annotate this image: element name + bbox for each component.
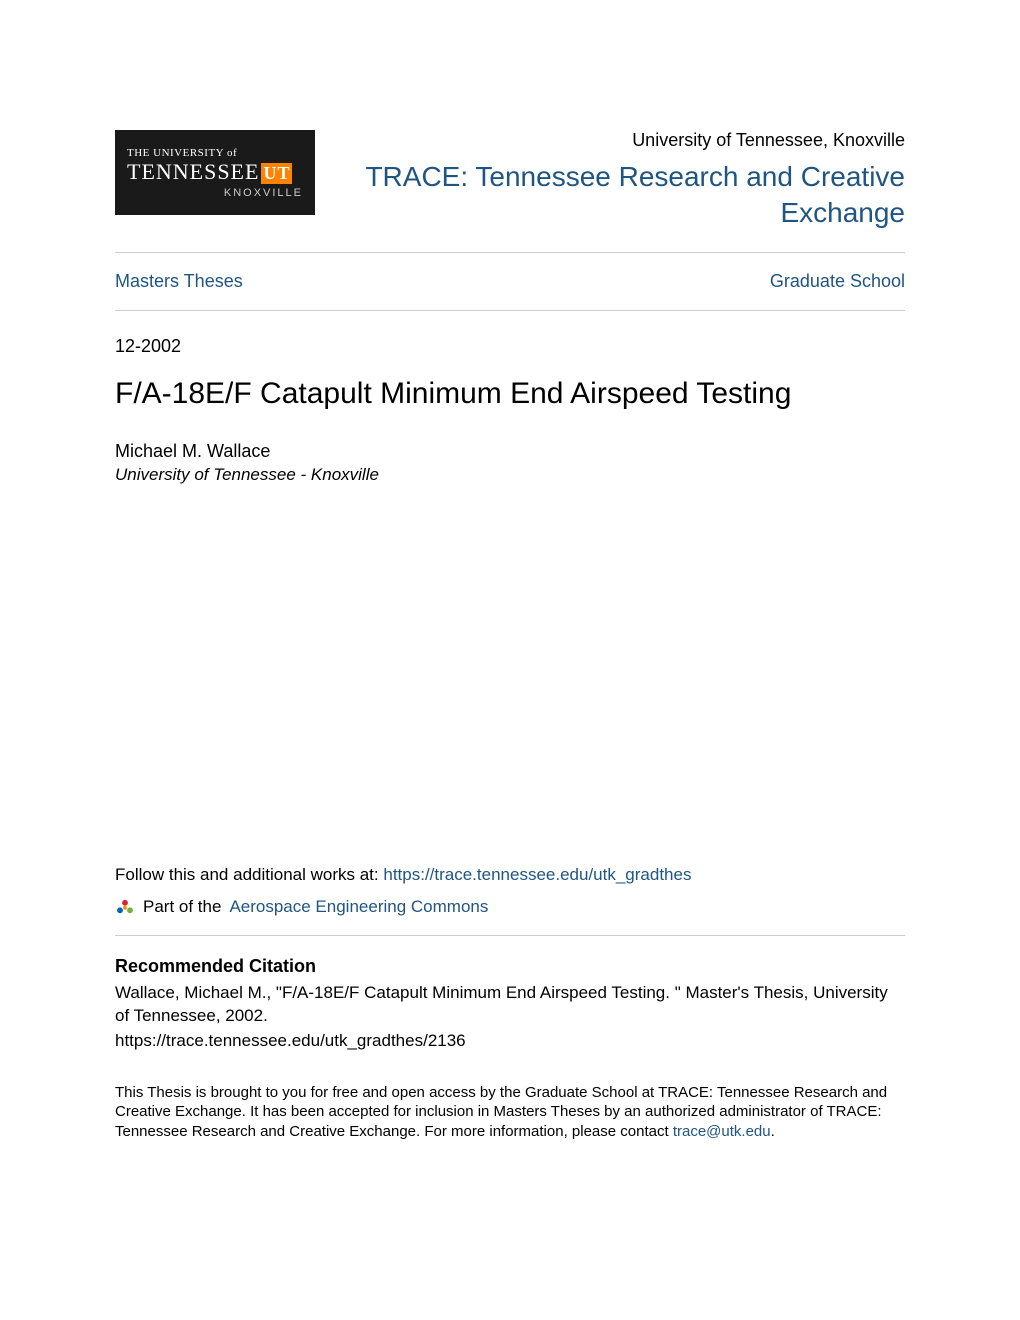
divider-citation — [115, 935, 905, 936]
logo-campus: KNOXVILLE — [127, 187, 303, 199]
logo-main: TENNESSEEUT — [127, 159, 303, 185]
commons-link[interactable]: Aerospace Engineering Commons — [229, 897, 488, 917]
publication-date: 12-2002 — [115, 336, 905, 357]
logo-tennessee: TENNESSEE — [127, 159, 259, 185]
logo-ut-badge: UT — [261, 163, 292, 184]
paper-title: F/A-18E/F Catapult Minimum End Airspeed … — [115, 377, 905, 411]
footer-section: This Thesis is brought to you for free a… — [115, 1083, 905, 1142]
citation-text-2: https://trace.tennessee.edu/utk_gradthes… — [115, 1030, 905, 1053]
commons-prefix: Part of the — [143, 897, 221, 917]
divider-top — [115, 252, 905, 253]
header-text: University of Tennessee, Knoxville TRACE… — [315, 130, 905, 232]
graduate-school-link[interactable]: Graduate School — [770, 271, 905, 292]
header-section: THE UNIVERSITY of TENNESSEEUT KNOXVILLE … — [115, 130, 905, 232]
footer-part2: . — [771, 1123, 775, 1140]
author-affiliation: University of Tennessee - Knoxville — [115, 465, 905, 485]
author-name: Michael M. Wallace — [115, 441, 905, 462]
commons-network-icon — [115, 897, 135, 917]
masters-theses-link[interactable]: Masters Theses — [115, 271, 243, 292]
lower-section: Follow this and additional works at: htt… — [115, 865, 905, 1141]
divider-bottom — [115, 310, 905, 311]
commons-row: Part of the Aerospace Engineering Common… — [115, 897, 905, 917]
page-container: THE UNIVERSITY of TENNESSEEUT KNOXVILLE … — [0, 0, 1020, 1201]
footer-text: This Thesis is brought to you for free a… — [115, 1083, 905, 1142]
citation-text-1: Wallace, Michael M., "F/A-18E/F Catapult… — [115, 982, 905, 1028]
university-name: University of Tennessee, Knoxville — [345, 130, 905, 151]
trace-title-link[interactable]: TRACE: Tennessee Research and Creative E… — [365, 161, 905, 228]
citation-heading: Recommended Citation — [115, 956, 905, 977]
follow-prefix: Follow this and additional works at: — [115, 865, 383, 884]
breadcrumb-row: Masters Theses Graduate School — [115, 271, 905, 292]
footer-contact-link[interactable]: trace@utk.edu — [673, 1123, 771, 1140]
follow-works: Follow this and additional works at: htt… — [115, 865, 905, 885]
follow-link[interactable]: https://trace.tennessee.edu/utk_gradthes — [383, 865, 691, 884]
logo-prefix: THE UNIVERSITY of — [127, 147, 303, 159]
university-logo: THE UNIVERSITY of TENNESSEEUT KNOXVILLE — [115, 130, 315, 215]
